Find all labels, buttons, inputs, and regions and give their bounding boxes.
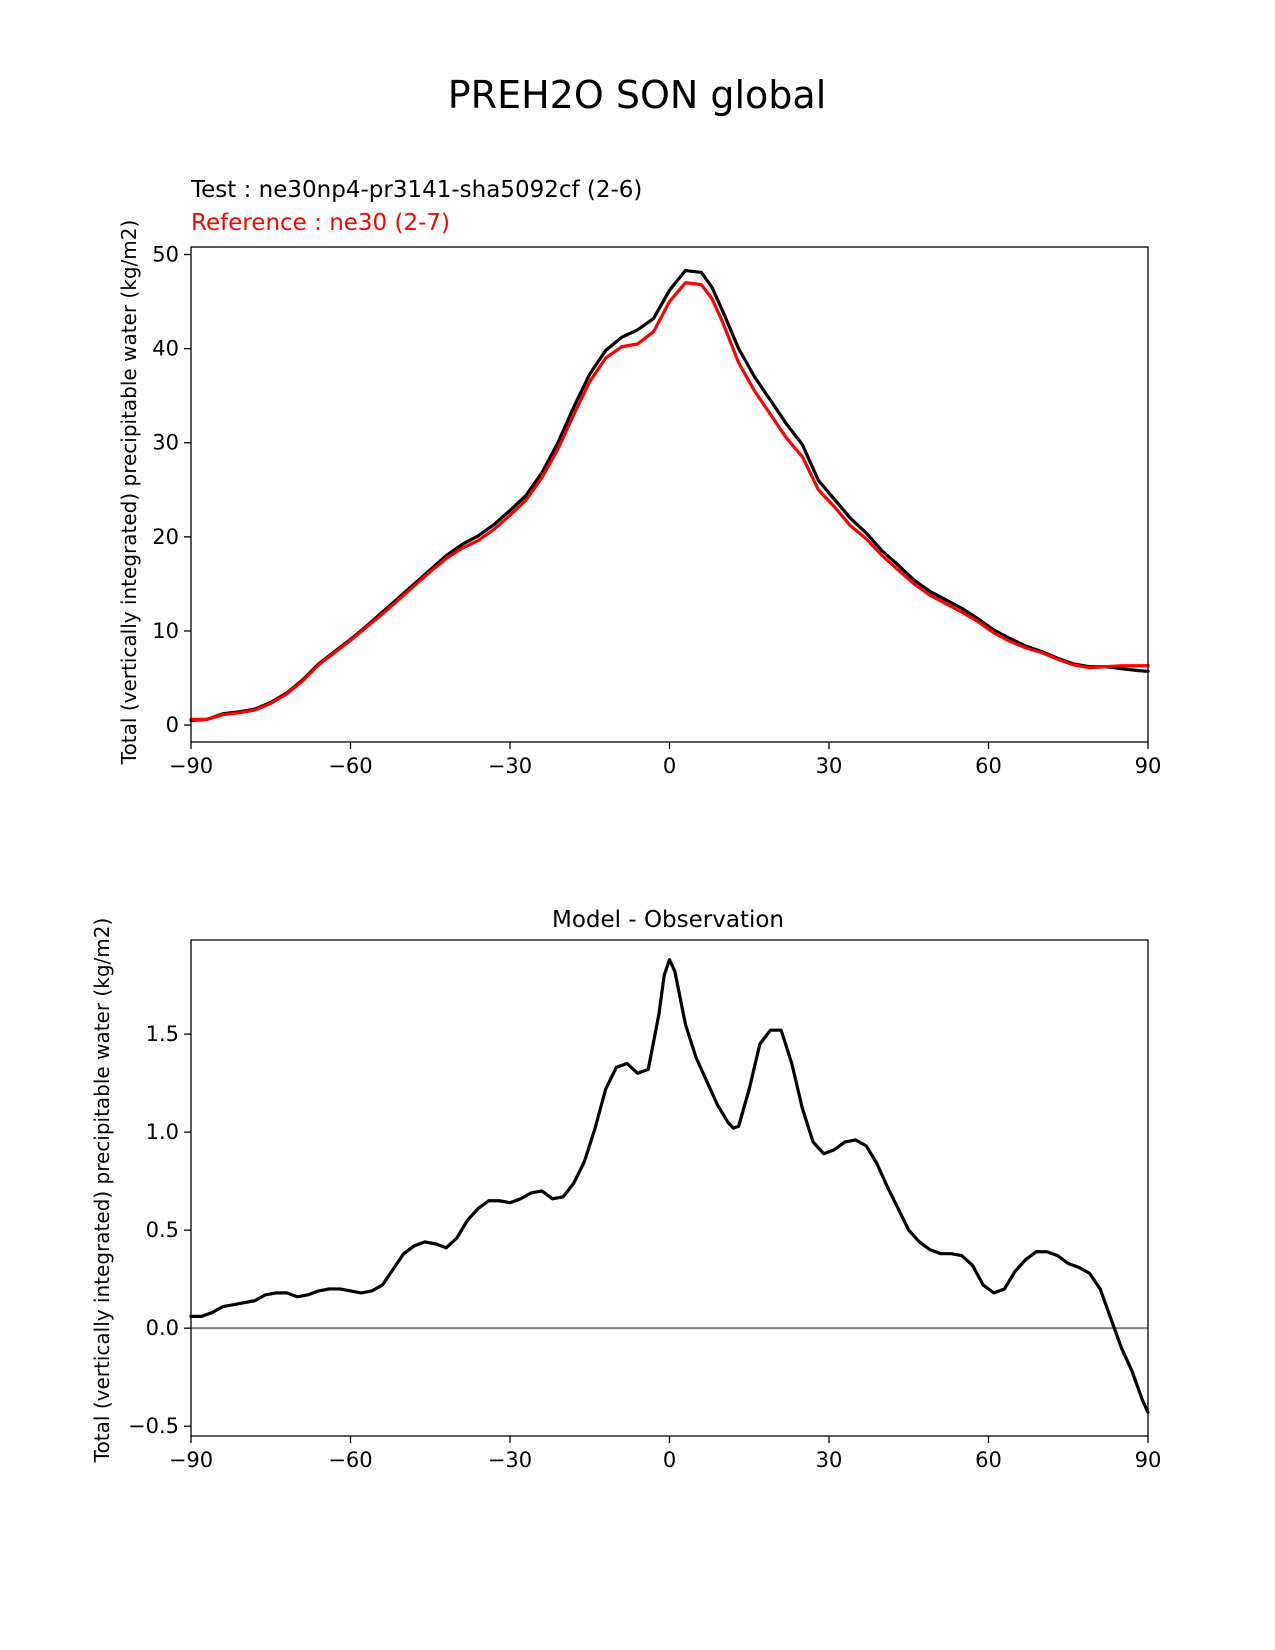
bottom-panel-title: Model - Observation [552, 907, 784, 933]
top-panel: Test : ne30np4-pr3141-sha5092cf (2-6) Re… [117, 177, 1161, 778]
bottom-y-tick-label: 0.5 [146, 1218, 179, 1242]
top-plot-frame [190, 246, 1149, 743]
top-y-tick-label: 30 [152, 431, 179, 455]
top-x-tick-label: 30 [816, 754, 843, 778]
reference-label: Reference : ne30 (2-7) [191, 210, 450, 236]
top-y-tick-label: 50 [152, 243, 179, 267]
bottom-x-tick-label: −30 [488, 1448, 532, 1472]
top-x-tick-label: 0 [663, 754, 676, 778]
top-series-reference-line [189, 281, 1150, 722]
top-x-tick-label: 90 [1135, 754, 1162, 778]
y-axis-label-top: Total (vertically integrated) precipitab… [117, 220, 141, 766]
bottom-x-tick-label: 30 [816, 1448, 843, 1472]
bottom-plot-area: −90 −60 −30 0 30 60 90 −0.5 0.0 0.5 1.0 1.5 [128, 939, 1162, 1472]
bottom-x-tick-label: 90 [1135, 1448, 1162, 1472]
bottom-plot-frame [190, 939, 1149, 1437]
bottom-y-tick-label: −0.5 [128, 1414, 179, 1438]
top-y-tick-label: 10 [152, 619, 179, 643]
y-axis-label-bottom: Total (vertically integrated) precipitab… [90, 918, 114, 1464]
bottom-y-tick-label: 1.5 [146, 1022, 179, 1046]
top-x-tick-label: −90 [169, 754, 213, 778]
top-x-tick-label: −30 [488, 754, 532, 778]
bottom-x-tick-label: −90 [169, 1448, 213, 1472]
test-label: Test : ne30np4-pr3141-sha5092cf (2-6) [190, 177, 642, 203]
top-y-tick-label: 40 [152, 337, 179, 361]
bottom-x-tick-label: −60 [328, 1448, 372, 1472]
bottom-y-tick-label: 1.0 [146, 1120, 179, 1144]
bottom-y-tick-label: 0.0 [146, 1316, 179, 1340]
bottom-panel: Model - Observation Total (vertically in… [90, 907, 1161, 1472]
top-x-tick-label: −60 [328, 754, 372, 778]
top-x-tick-label: 60 [975, 754, 1002, 778]
top-y-tick-label: 20 [152, 525, 179, 549]
bottom-series-model-observation-line [189, 957, 1150, 1415]
bottom-x-tick-label: 0 [663, 1448, 676, 1472]
bottom-x-tick-label: 60 [975, 1448, 1002, 1472]
top-plot-area: −90 −60 −30 0 30 60 90 0 10 20 30 40 50 [152, 243, 1161, 778]
top-y-tick-label: 0 [166, 713, 179, 737]
figure-title: PREH2O SON global [448, 73, 827, 117]
